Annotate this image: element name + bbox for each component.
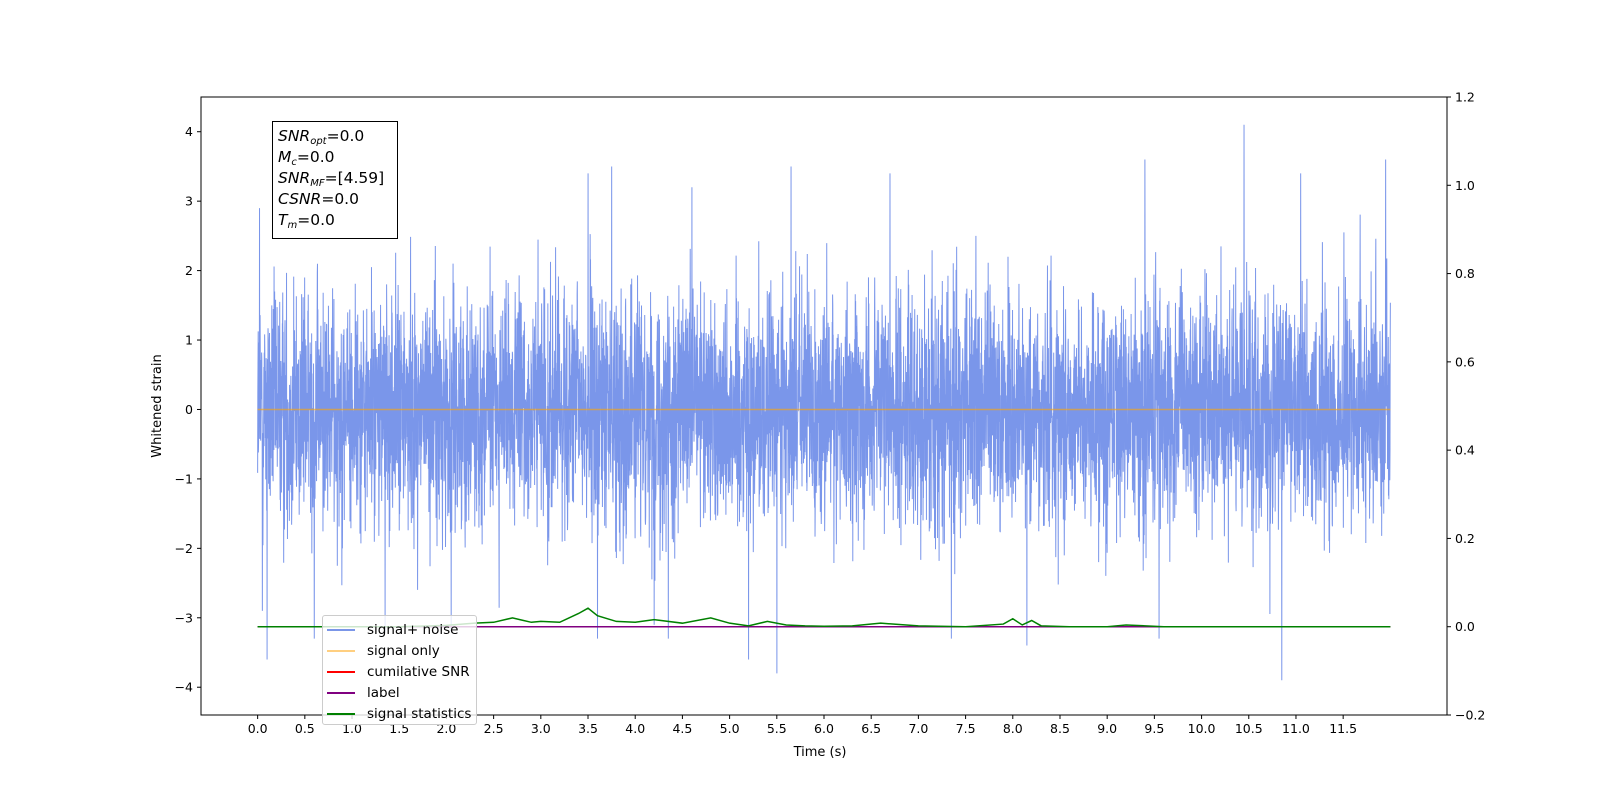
y-tick-label: −2	[175, 541, 193, 556]
legend-item-signal-statistics: signal statistics	[327, 703, 476, 724]
legend-swatch	[327, 712, 355, 715]
annotation-csnr: CSNR=0.0	[278, 190, 359, 208]
parameter-annotation-box: SNRopt=0.0 Mc=0.0 SNRMF=[4.59] CSNR=0.0 …	[272, 121, 398, 239]
x-tick-label: 3.5	[578, 721, 598, 736]
y2-tick-label: 0.6	[1455, 354, 1475, 369]
x-tick-label: 9.5	[1144, 721, 1164, 736]
series-signal-statistics	[257, 607, 1391, 628]
annotation-snr-opt: SNRopt=0.0	[278, 127, 365, 147]
y-tick-label: −4	[175, 680, 193, 695]
x-tick-label: 4.0	[625, 721, 645, 736]
legend-label: signal+ noise	[367, 621, 459, 638]
annotation-tm: Tm=0.0	[278, 211, 335, 231]
x-tick-label: 6.5	[861, 721, 881, 736]
x-tick-label: 11.5	[1329, 721, 1357, 736]
x-axis-label: Time (s)	[793, 745, 847, 760]
x-tick-label: 6.0	[814, 721, 834, 736]
legend-swatch	[327, 691, 355, 694]
x-tick-label: 2.5	[484, 721, 504, 736]
y-tick-label: −1	[175, 471, 193, 486]
y-tick-label: −3	[175, 610, 193, 625]
x-tick-label: 0.5	[295, 721, 315, 736]
x-tick-label: 5.0	[720, 721, 740, 736]
x-tick-label: 11.0	[1282, 721, 1310, 736]
x-tick-label: 8.5	[1050, 721, 1070, 736]
legend-swatch	[327, 628, 355, 631]
y-tick-label: 1	[185, 333, 193, 348]
y-tick-label: 2	[185, 263, 193, 278]
y2-tick-label: −0.2	[1455, 708, 1485, 723]
y2-tick-label: 0.2	[1455, 531, 1475, 546]
annotation-chirp-mass: Mc=0.0	[278, 148, 335, 168]
y2-tick-label: 1.0	[1455, 178, 1475, 193]
legend-item-signal-noise: signal+ noise	[327, 619, 476, 640]
x-tick-label: 9.0	[1097, 721, 1117, 736]
y2-tick-label: 0.0	[1455, 619, 1475, 634]
x-tick-label: 4.5	[672, 721, 692, 736]
y2-tick-label: 0.4	[1455, 443, 1475, 458]
y-tick-label: 0	[185, 402, 193, 417]
legend-swatch	[327, 649, 355, 652]
x-tick-label: 8.0	[1003, 721, 1023, 736]
series-signal-noise	[257, 124, 1391, 681]
y-axis-label: Whitened strain	[150, 354, 165, 457]
legend-swatch	[327, 670, 355, 673]
y2-tick-label: 1.2	[1455, 90, 1475, 105]
legend-label: label	[367, 684, 400, 701]
legend-item-cumilative-snr: cumilative SNR	[327, 661, 476, 682]
legend: signal+ noise signal only cumilative SNR…	[322, 615, 477, 725]
legend-item-label: label	[327, 682, 476, 703]
legend-label: signal only	[367, 642, 440, 659]
x-tick-label: 10.5	[1235, 721, 1263, 736]
legend-label: signal statistics	[367, 705, 472, 722]
y2-tick-label: 0.8	[1455, 266, 1475, 281]
x-tick-label: 7.0	[908, 721, 928, 736]
legend-label: cumilative SNR	[367, 663, 470, 680]
legend-item-signal-only: signal only	[327, 640, 476, 661]
x-tick-label: 0.0	[248, 721, 268, 736]
x-tick-label: 7.5	[956, 721, 976, 736]
y-tick-label: 3	[185, 194, 193, 209]
x-tick-label: 3.0	[531, 721, 551, 736]
annotation-snr-mf: SNRMF=[4.59]	[278, 169, 385, 189]
y-tick-label: 4	[185, 124, 193, 139]
x-tick-label: 10.0	[1188, 721, 1216, 736]
x-tick-label: 5.5	[767, 721, 787, 736]
